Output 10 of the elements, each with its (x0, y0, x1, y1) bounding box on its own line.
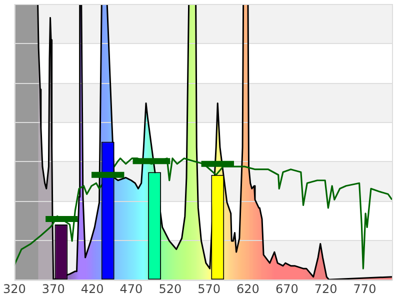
x-tick-label: 720 (314, 282, 338, 296)
x-tick-label: 370 (42, 282, 65, 296)
x-tick-label: 670 (275, 282, 298, 296)
x-tick-label: 570 (198, 282, 221, 296)
x-tick-label: 770 (353, 282, 376, 296)
x-tick-label: 470 (120, 282, 143, 296)
x-tick-label: 320 (3, 282, 26, 296)
x-tick-label: 420 (80, 282, 104, 296)
x-tick-label: 620 (236, 282, 260, 296)
x-tick-label: 520 (158, 282, 182, 296)
